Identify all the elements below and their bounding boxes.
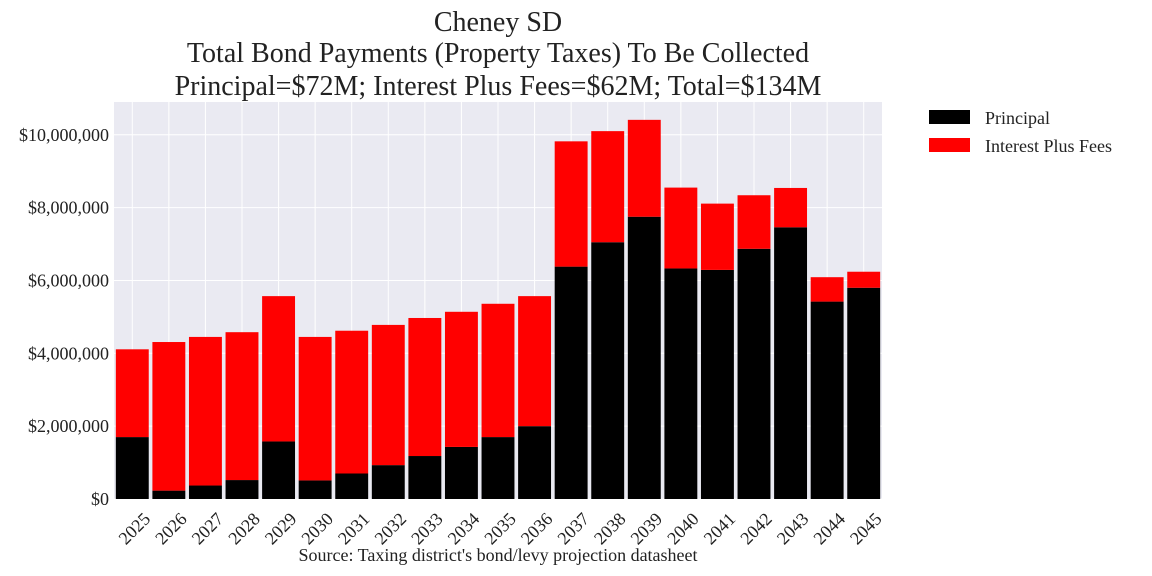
x-tick-label: 2040 xyxy=(663,509,703,549)
bar-principal-2035 xyxy=(481,437,515,499)
bar-principal-2039 xyxy=(627,216,661,499)
y-tick-label: $2,000,000 xyxy=(28,416,109,436)
x-tick-label: 2026 xyxy=(151,509,191,549)
bar-interest-2026 xyxy=(152,342,186,491)
bar-interest-2028 xyxy=(225,332,259,481)
bar-principal-2036 xyxy=(518,426,552,499)
bar-principal-2027 xyxy=(188,485,222,499)
bar-principal-2029 xyxy=(262,441,296,499)
bar-interest-2025 xyxy=(115,349,149,438)
y-tick-label: $0 xyxy=(91,489,109,509)
legend-swatch-principal xyxy=(929,110,970,124)
bar-interest-2045 xyxy=(847,271,881,288)
bar-interest-2031 xyxy=(335,330,369,474)
x-tick-label: 2044 xyxy=(809,509,849,549)
bar-interest-2029 xyxy=(262,296,296,442)
x-tick-label: 2041 xyxy=(700,509,740,549)
x-tick-label: 2036 xyxy=(517,509,557,549)
chart-title-line-3: Principal=$72M; Interest Plus Fees=$62M;… xyxy=(175,71,822,102)
bar-principal-2037 xyxy=(554,266,588,499)
y-axis: $0 $2,000,000 $4,000,000 $6,000,000 $8,000,0… xyxy=(19,125,109,509)
bar-principal-2032 xyxy=(371,465,405,499)
bar-principal-2044 xyxy=(810,301,844,499)
bar-interest-2032 xyxy=(371,324,405,466)
x-axis-label: Source: Taxing district's bond/levy proj… xyxy=(298,545,697,565)
x-tick-label: 2033 xyxy=(407,509,447,549)
bar-interest-2043 xyxy=(774,187,808,228)
x-tick-label: 2025 xyxy=(115,509,155,549)
y-tick-label: $6,000,000 xyxy=(28,270,109,290)
x-tick-label: 2032 xyxy=(371,509,411,549)
x-tick-label: 2035 xyxy=(480,509,520,549)
x-tick-label: 2028 xyxy=(224,509,264,549)
bar-principal-2031 xyxy=(335,473,369,499)
bar-interest-2027 xyxy=(188,336,222,486)
bar-interest-2041 xyxy=(700,203,734,270)
y-tick-label: $10,000,000 xyxy=(19,125,109,145)
bar-principal-2025 xyxy=(115,437,149,499)
x-tick-label: 2031 xyxy=(334,509,374,549)
legend-label: Interest Plus Fees xyxy=(985,136,1112,156)
bar-interest-2039 xyxy=(627,119,661,217)
chart-title-line-2: Total Bond Payments (Property Taxes) To … xyxy=(187,38,809,69)
bar-interest-2035 xyxy=(481,303,515,438)
y-tick-label: $8,000,000 xyxy=(28,198,109,218)
x-tick-label: 2045 xyxy=(846,509,886,549)
x-tick-label: 2030 xyxy=(297,509,337,549)
x-tick-label: 2034 xyxy=(444,509,484,549)
x-tick-label: 2029 xyxy=(261,509,301,549)
bar-interest-2033 xyxy=(408,317,442,457)
bar-interest-2044 xyxy=(810,277,844,302)
legend-swatch-interest xyxy=(929,138,970,152)
x-tick-label: 2042 xyxy=(736,509,776,549)
x-axis: 2025202620272028202920302031203220332034… xyxy=(115,509,886,549)
bar-interest-2042 xyxy=(737,195,771,249)
bar-principal-2045 xyxy=(847,287,881,499)
bar-interest-2037 xyxy=(554,141,588,267)
bar-principal-2026 xyxy=(152,490,186,499)
bar-principal-2033 xyxy=(408,456,442,499)
bar-principal-2028 xyxy=(225,480,259,499)
bar-principal-2030 xyxy=(298,480,332,499)
bar-interest-2040 xyxy=(664,187,698,269)
bar-principal-2040 xyxy=(664,268,698,499)
bar-interest-2036 xyxy=(518,296,552,427)
bar-principal-2042 xyxy=(737,248,771,499)
bar-principal-2038 xyxy=(591,242,625,499)
bar-interest-2038 xyxy=(591,131,625,243)
bar-interest-2034 xyxy=(444,311,478,447)
legend-label: Principal xyxy=(985,108,1050,128)
bar-principal-2034 xyxy=(444,446,478,499)
bar-principal-2041 xyxy=(700,269,734,499)
bar-principal-2043 xyxy=(774,227,808,499)
bars-group xyxy=(115,119,881,499)
x-tick-label: 2039 xyxy=(627,509,667,549)
bar-interest-2030 xyxy=(298,336,332,481)
x-tick-label: 2043 xyxy=(773,509,813,549)
legend: Principal Interest Plus Fees xyxy=(929,108,1112,156)
chart-title-line-1: Cheney SD xyxy=(434,7,562,38)
x-tick-label: 2038 xyxy=(590,509,630,549)
x-tick-label: 2037 xyxy=(553,509,593,549)
y-tick-label: $4,000,000 xyxy=(28,343,109,363)
x-tick-label: 2027 xyxy=(188,509,228,549)
